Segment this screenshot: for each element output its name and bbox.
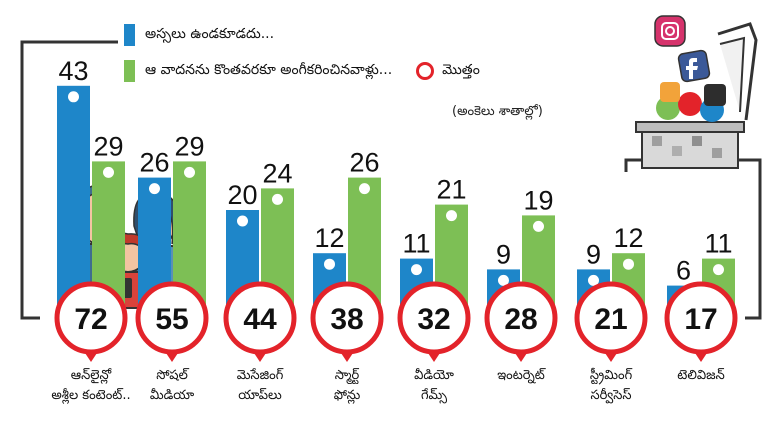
value-label-blue-6: 9: [586, 239, 601, 269]
legend: అస్సలు ఉండకూడదు... ఆ వాదనను కొంతవరకూ అంగ…: [124, 22, 480, 94]
bar-dot-blue-4: [411, 264, 422, 276]
category-line-5-0: ఇంటర్నెట్: [497, 368, 545, 383]
total-label-6: 21: [594, 303, 627, 336]
bar-dot-blue-1: [149, 183, 160, 195]
category-label-6: స్ట్రీమింగ్ సర్వీసెస్: [556, 366, 666, 406]
category-line-0-0: ఆన్‌లైన్లో: [70, 368, 112, 383]
legend-swatch-green: [124, 60, 135, 82]
total-pointer-1: [164, 350, 180, 362]
bar-dot-green-0: [103, 166, 114, 178]
legend-item-blue: అస్సలు ఉండకూడదు...: [124, 22, 480, 48]
bar-dot-blue-6: [588, 274, 599, 286]
value-label-green-6: 12: [613, 223, 643, 253]
bar-dot-green-2: [272, 193, 283, 205]
category-line-6-1: సర్వీసెస్: [590, 388, 632, 403]
value-label-blue-1: 26: [139, 148, 169, 178]
bar-dot-blue-5: [498, 274, 509, 286]
total-label-0: 72: [74, 303, 107, 336]
bar-dot-green-1: [184, 166, 195, 178]
bar-blue-0: [57, 85, 90, 318]
value-label-blue-0: 43: [58, 56, 88, 86]
bar-dot-green-4: [446, 210, 457, 222]
category-line-2-1: యాప్‌లు: [238, 388, 282, 403]
total-pointer-2: [252, 350, 268, 362]
category-label-2: మెసేజింగ్ యాప్‌లు: [205, 366, 315, 406]
social-media-bin-illustration: [635, 15, 758, 169]
total-pointer-7: [693, 350, 709, 362]
bar-dot-blue-3: [324, 258, 335, 270]
value-label-green-0: 29: [93, 131, 123, 161]
value-label-blue-3: 12: [314, 223, 344, 253]
category-line-3-0: స్మార్ట్: [334, 368, 360, 383]
total-label-4: 32: [417, 303, 450, 336]
bar-dot-blue-0: [68, 91, 79, 103]
value-label-green-1: 29: [174, 131, 204, 161]
legend-ring-icon: [416, 62, 435, 80]
value-label-green-3: 26: [349, 148, 379, 178]
value-label-green-7: 11: [704, 229, 732, 259]
category-label-7: టెలివిజన్: [646, 366, 756, 386]
total-label-1: 55: [155, 303, 188, 336]
bar-dot-green-5: [533, 220, 544, 232]
total-label-5: 28: [504, 303, 537, 336]
total-pointer-4: [426, 350, 442, 362]
category-line-1-0: సోషల్: [156, 368, 188, 383]
legend-item-green: ఆ వాదనను కొంతవరకూ అంగీకరించినవాళ్లు... మ…: [124, 58, 480, 84]
category-label-4: వీడియో గేమ్స్: [379, 366, 489, 406]
bar-dot-blue-2: [237, 215, 248, 227]
category-line-7-0: టెలివిజన్: [677, 368, 725, 383]
total-label-7: 17: [684, 303, 717, 336]
bars: 4329722629552024441226381121329192891221…: [54, 56, 738, 362]
bar-dot-green-7: [713, 264, 724, 276]
value-label-blue-5: 9: [496, 239, 511, 269]
total-label-2: 44: [243, 303, 277, 336]
category-line-3-1: ఫోన్లు: [333, 388, 361, 403]
total-label-3: 38: [330, 303, 363, 336]
value-label-green-2: 24: [262, 158, 292, 188]
value-label-blue-7: 6: [676, 256, 691, 286]
bar-dot-green-6: [623, 258, 634, 270]
frame: [20, 40, 762, 320]
category-label-5: ఇంటర్నెట్: [466, 366, 576, 386]
legend-label-blue: అస్సలు ఉండకూడదు...: [145, 25, 275, 42]
category-label-1: సోషల్ మీడియా: [117, 366, 227, 406]
bar-dot-green-3: [359, 183, 370, 195]
category-line-4-0: వీడియో: [414, 368, 454, 383]
category-label-3: స్మార్ట్ ఫోన్లు: [292, 366, 402, 406]
legend-swatch-blue: [124, 24, 135, 46]
value-label-blue-4: 11: [402, 229, 430, 259]
category-line-0-1: అశ్లీల కంటెంట్..: [51, 388, 131, 403]
value-label-green-5: 19: [523, 185, 553, 215]
value-label-green-4: 21: [436, 175, 466, 205]
legend-label-total: మొత్తం: [442, 61, 480, 78]
total-pointer-3: [339, 350, 355, 362]
category-line-4-1: గేమ్స్: [420, 388, 448, 403]
total-pointer-0: [83, 350, 99, 362]
legend-label-green: ఆ వాదనను కొంతవరకూ అంగీకరించినవాళ్లు...: [145, 61, 393, 78]
instagram-icon: [654, 15, 686, 47]
category-line-1-1: మీడియా: [149, 388, 195, 403]
units-note: (అంకెలు శాతాల్లో): [452, 104, 543, 119]
category-line-2-0: మెసేజింగ్: [236, 368, 284, 383]
total-pointer-6: [603, 350, 619, 362]
category-line-6-0: స్ట్రీమింగ్: [589, 368, 633, 383]
total-pointer-5: [513, 350, 529, 362]
category-label-0: ఆన్‌లైన్లో అశ్లీల కంటెంట్..: [36, 366, 146, 406]
value-label-blue-2: 20: [227, 180, 257, 210]
facebook-icon: [677, 49, 711, 83]
